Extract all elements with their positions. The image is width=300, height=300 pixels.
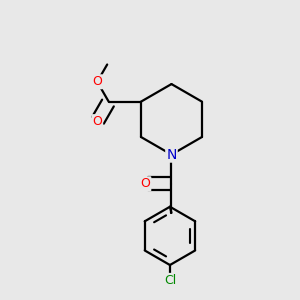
Text: O: O: [92, 115, 102, 128]
Text: O: O: [140, 177, 150, 190]
Text: Cl: Cl: [164, 274, 176, 287]
Text: N: N: [166, 148, 177, 162]
Text: O: O: [92, 75, 102, 88]
